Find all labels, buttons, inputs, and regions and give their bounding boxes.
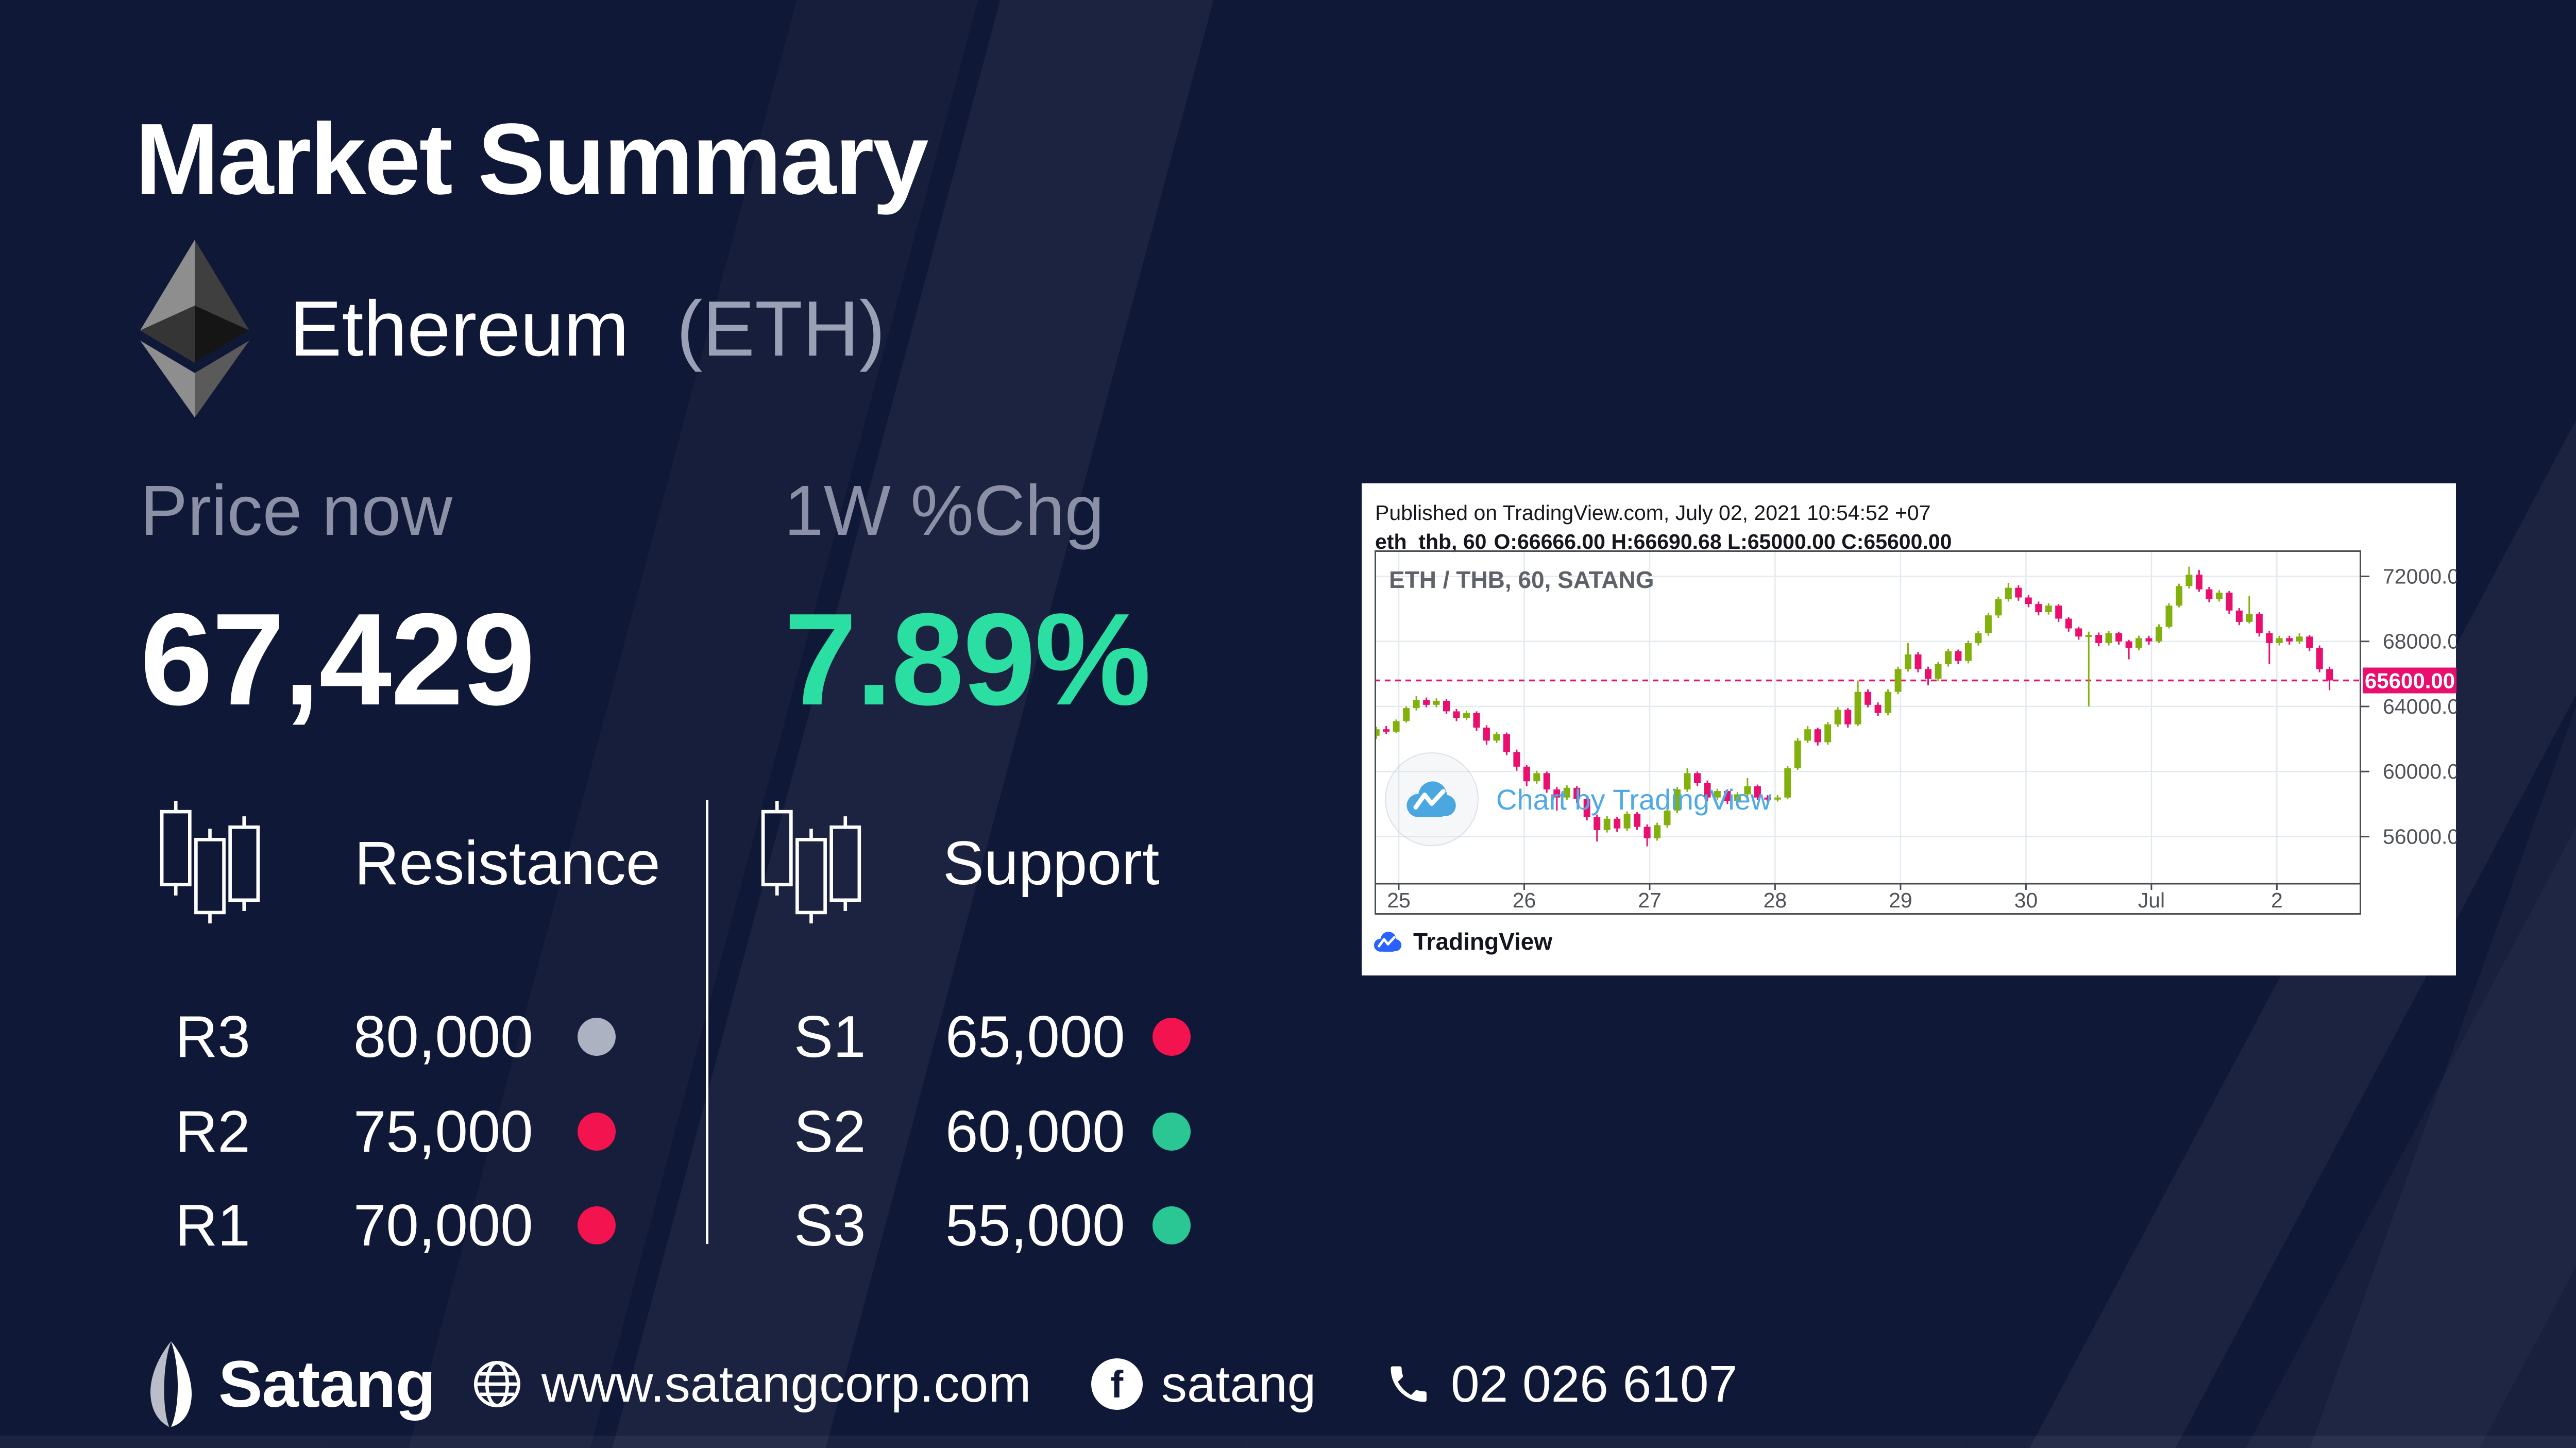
phone-icon	[1391, 1366, 1427, 1402]
level-value: 65,000	[945, 1004, 1125, 1070]
level-label: R2	[175, 1099, 250, 1165]
svg-text:27: 27	[1638, 888, 1662, 912]
svg-text:64000.00: 64000.00	[2383, 695, 2456, 718]
tradingview-widget: Published on TradingView.com, July 02, 2…	[1362, 483, 2471, 975]
facebook-handle: satang	[1161, 1355, 1316, 1413]
phone-number: 02 026 6107	[1451, 1355, 1738, 1413]
level-label: S2	[794, 1099, 866, 1165]
svg-text:30: 30	[2014, 888, 2038, 912]
asset-symbol: (ETH)	[676, 284, 886, 373]
svg-text:29: 29	[1889, 888, 1912, 912]
globe-icon	[474, 1361, 520, 1407]
week-change-stat: 1W %Chg 7.89%	[784, 470, 1151, 734]
level-dot	[1153, 1018, 1191, 1056]
chart-title: ETH / THB, 60, SATANG	[1389, 566, 1654, 593]
svg-text:25: 25	[1387, 888, 1411, 912]
tradingview-logo-icon	[1374, 931, 1402, 952]
svg-text:Jul: Jul	[2138, 888, 2165, 912]
website-url: www.satangcorp.com	[541, 1355, 1031, 1413]
published-line: Published on TradingView.com, July 02, 2…	[1375, 501, 1931, 525]
level-value: 55,000	[945, 1192, 1125, 1258]
page-title: Market Summary	[135, 103, 929, 215]
svg-text:26: 26	[1513, 888, 1536, 912]
svg-text:60000.00: 60000.00	[2383, 760, 2456, 783]
phone-block: 02 026 6107	[1385, 1338, 1737, 1430]
bottom-accent-bar	[0, 1436, 2576, 1448]
asset-name: Ethereum	[290, 284, 629, 373]
level-dot	[1153, 1113, 1191, 1151]
price-now-stat: Price now 67,429	[140, 470, 535, 734]
support-title: Support	[943, 829, 1160, 898]
brand-name: Satang	[218, 1347, 436, 1421]
svg-text:28: 28	[1764, 888, 1787, 912]
level-dot	[578, 1018, 616, 1056]
chart-legend: eth_thb, 60 O:66666.00 H:66690.68 L:65000…	[1375, 530, 1952, 554]
svg-text:65600.00: 65600.00	[2365, 669, 2455, 693]
resistance-row: R3 80,000	[175, 1004, 616, 1070]
level-value: 60,000	[945, 1099, 1125, 1165]
brand-block: Satang	[144, 1338, 436, 1430]
tradingview-cloud-icon	[1406, 781, 1456, 817]
price-now-label: Price now	[140, 471, 452, 550]
candlestick-icon	[160, 801, 260, 923]
facebook-icon: f	[1091, 1358, 1143, 1410]
tradingview-watermark-icon	[1385, 752, 1479, 846]
legend-ohlc: O:66666.00 H:66690.68 L:65000.00 C:65600…	[1494, 530, 1952, 553]
resistance-title: Resistance	[354, 829, 660, 898]
level-dot	[1153, 1206, 1191, 1244]
tradingview-footer-label[interactable]: TradingView	[1413, 928, 1553, 955]
legend-symbol: eth_thb, 60	[1375, 530, 1487, 553]
satang-logo	[150, 1341, 192, 1427]
asset-row: Ethereum (ETH)	[140, 238, 885, 419]
price-chart: 72000.00 68000.00 64000.00 60000.00 56000.00…	[1372, 550, 2471, 934]
support-row: S2 60,000	[794, 1099, 1191, 1165]
svg-text:2: 2	[2271, 888, 2283, 912]
price-now-value: 67,429	[140, 586, 535, 732]
ethereum-icon	[140, 240, 249, 418]
svg-text:56000.00: 56000.00	[2383, 825, 2456, 849]
candlestick-chart-svg: 72000.00 68000.00 64000.00 60000.00 56000.00…	[1372, 550, 2471, 915]
level-label: S3	[794, 1192, 866, 1258]
level-value: 70,000	[353, 1192, 533, 1258]
week-change-value: 7.89%	[784, 586, 1151, 732]
tradingview-footer[interactable]: TradingView	[1373, 928, 1552, 955]
level-value: 75,000	[353, 1099, 533, 1165]
resistance-row: R2 75,000	[175, 1099, 616, 1165]
week-change-label: 1W %Chg	[784, 471, 1105, 550]
support-row: S1 65,000	[794, 1004, 1191, 1070]
level-label: R1	[175, 1192, 250, 1258]
svg-text:68000.00: 68000.00	[2383, 630, 2456, 653]
facebook-block: f satang	[1091, 1338, 1316, 1430]
chart-watermark-text[interactable]: Chart by TradingView	[1496, 783, 1772, 816]
vertical-divider	[706, 800, 708, 1244]
level-label: R3	[175, 1004, 250, 1070]
support-row: S3 55,000	[794, 1192, 1191, 1258]
candlestick-icon	[761, 801, 861, 923]
svg-text:72000.00: 72000.00	[2383, 565, 2456, 588]
website-block: www.satangcorp.com	[471, 1338, 1031, 1430]
level-label: S1	[794, 1004, 866, 1070]
chart-watermark[interactable]: Chart by TradingView	[1385, 752, 1771, 846]
level-dot	[578, 1206, 616, 1244]
level-value: 80,000	[353, 1004, 533, 1070]
level-dot	[578, 1113, 616, 1151]
resistance-row: R1 70,000	[175, 1192, 616, 1258]
